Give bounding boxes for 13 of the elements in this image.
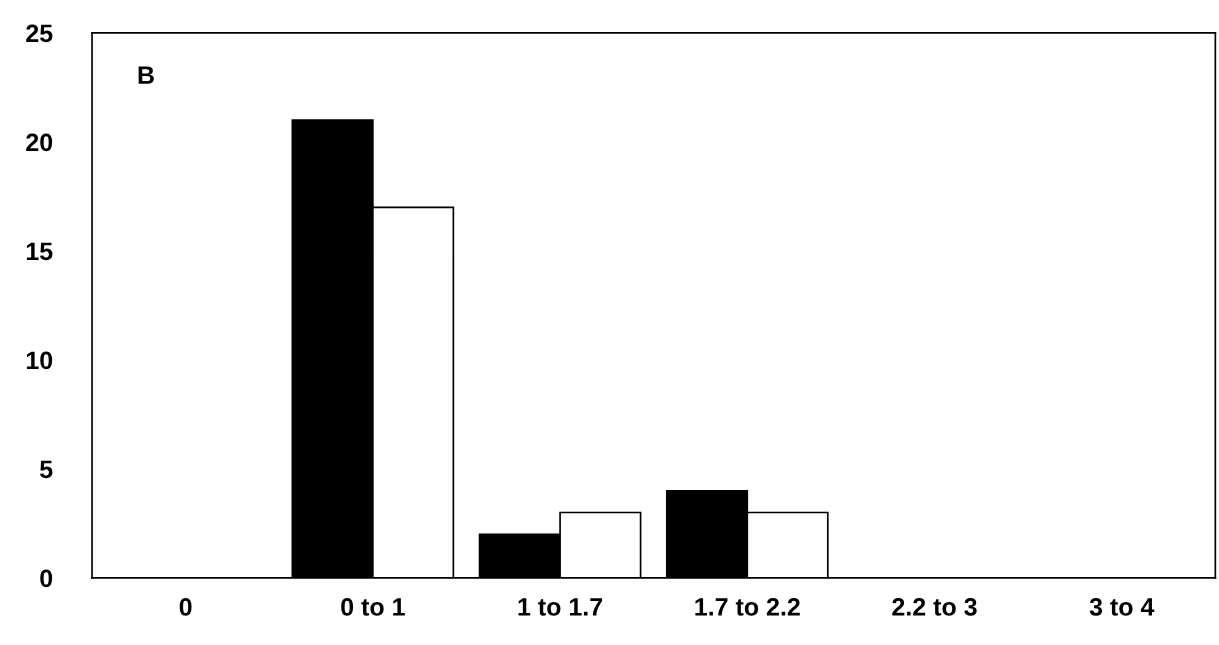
annotation: B <box>138 66 154 84</box>
x-tick-label: 3 to 4 <box>1089 598 1155 616</box>
y-tick-label: 5 <box>40 460 53 479</box>
y-tick-label: 0 <box>40 569 53 588</box>
y-tick-label: 10 <box>26 351 53 370</box>
y-tick-label: 25 <box>26 24 53 43</box>
y-tick-label: 15 <box>26 242 53 261</box>
x-tick-label: 1 to 1.7 <box>518 598 603 616</box>
x-tick-label: 0 to 1 <box>341 598 405 616</box>
x-tick-label: 2.2 to 3 <box>892 598 977 616</box>
x-tick-label: 0 <box>179 598 192 616</box>
y-tick-label: 20 <box>26 133 53 152</box>
x-tick-label: 1.7 to 2.2 <box>695 598 800 616</box>
